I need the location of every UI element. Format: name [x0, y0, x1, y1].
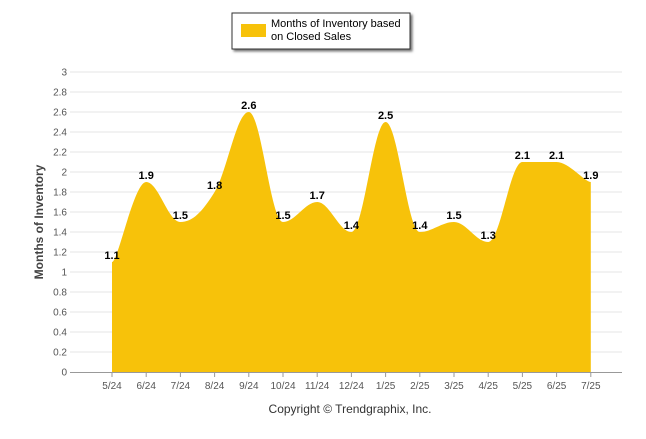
x-tick-label: 2/25: [410, 381, 430, 392]
data-label: 2.5: [378, 110, 393, 122]
x-tick-label: 12/24: [339, 381, 364, 392]
data-label: 1.5: [446, 210, 461, 222]
y-tick-label: 0.8: [53, 288, 67, 299]
data-label: 1.1: [104, 250, 119, 262]
data-label: 1.4: [344, 220, 360, 232]
y-tick-label: 3: [61, 68, 67, 79]
y-axis-title: Months of Inventory: [32, 164, 46, 279]
y-tick-label: 0.6: [53, 308, 67, 319]
y-tick-label: 1.8: [53, 188, 67, 199]
x-tick-label: 1/25: [376, 381, 396, 392]
legend-swatch: [241, 24, 266, 37]
legend[interactable]: Months of Inventory based on Closed Sale…: [231, 12, 411, 50]
legend-label-line-1: Months of Inventory based: [271, 18, 401, 30]
data-label: 2.1: [549, 150, 564, 162]
x-tick-label: 7/25: [581, 381, 601, 392]
x-tick-label: 5/25: [513, 381, 533, 392]
y-tick-label: 2: [61, 168, 67, 179]
x-tick-label: 9/24: [239, 381, 259, 392]
y-tick-label: 2.4: [53, 128, 67, 139]
y-tick-label: 1.4: [53, 228, 67, 239]
y-axis-ticks: 0 0.2 0.4 0.6 0.8 1 1.2 1.4 1.6 1.8 2 2.2 2.4 2.6 2.8 3: [53, 68, 67, 379]
data-label: 1.8: [207, 180, 222, 192]
y-tick-label: 0.2: [53, 348, 67, 359]
x-tick-label: 5/24: [102, 381, 122, 392]
data-label: 1.5: [173, 210, 188, 222]
x-tick-label: 11/24: [305, 381, 330, 392]
y-tick-label: 1.6: [53, 208, 67, 219]
data-label: 1.7: [310, 190, 325, 202]
x-tick-label: 4/25: [478, 381, 498, 392]
y-tick-label: 2.6: [53, 108, 67, 119]
x-tick-label: 10/24: [270, 381, 295, 392]
data-label: 2.1: [515, 150, 530, 162]
y-tick-label: 0.4: [53, 328, 67, 339]
data-label: 1.4: [412, 220, 428, 232]
y-tick-label: 1: [61, 268, 67, 279]
data-label: 2.6: [241, 100, 256, 112]
data-labels: 1.1 1.9 1.5 1.8 2.6 1.5 1.7 1.4 2.5 1.4 1.5 1.3 2.1 2…: [104, 100, 598, 262]
data-label: 1.5: [275, 210, 290, 222]
x-tick-label: 6/24: [136, 381, 156, 392]
y-tick-label: 2.2: [53, 148, 67, 159]
x-tick-label: 6/25: [547, 381, 567, 392]
x-tick-label: 7/24: [171, 381, 191, 392]
y-tick-label: 1.2: [53, 248, 67, 259]
series-area: [112, 112, 591, 372]
y-tick-label: 2.8: [53, 88, 67, 99]
data-label: 1.9: [139, 170, 154, 182]
legend-label-line-2: on Closed Sales: [271, 31, 352, 43]
x-axis-ticks: 5/24 6/24 7/24 8/24 9/24 10/24 11/24 12/24 1/25 2…: [102, 372, 601, 392]
x-tick-label: 8/24: [205, 381, 225, 392]
data-label: 1.3: [481, 230, 496, 242]
data-label: 1.9: [583, 170, 598, 182]
copyright-text: Copyright © Trendgraphix, Inc.: [269, 402, 432, 416]
y-tick-label: 0: [61, 368, 67, 379]
series-area-group: [112, 112, 591, 372]
x-tick-label: 3/25: [444, 381, 464, 392]
